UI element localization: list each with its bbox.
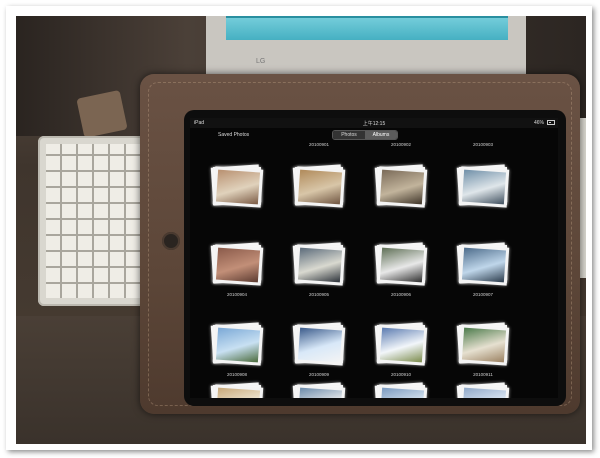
thumbnail-image: [461, 247, 507, 283]
album-date-label: 20100910: [390, 372, 412, 377]
thumbnail-image: [297, 327, 343, 363]
album-stack[interactable]: [208, 242, 266, 288]
monitor-taskbar: [226, 16, 508, 18]
photo-thumbnail: [376, 244, 428, 286]
thumbnail-image: [379, 387, 425, 398]
photo-thumbnail: [212, 166, 264, 208]
tab-photos[interactable]: Photos: [333, 131, 365, 139]
album-date-label: 20100904: [226, 292, 248, 297]
monitor: LG: [206, 16, 526, 80]
album-stack[interactable]: [454, 242, 512, 288]
album-stack[interactable]: [372, 164, 430, 210]
thumbnail-image: [215, 387, 261, 398]
photo-thumbnail: [458, 166, 510, 208]
album-date-label: 20100909: [308, 372, 330, 377]
album-stack[interactable]: [290, 242, 348, 288]
album-date-label: 20100902: [390, 142, 412, 147]
album-stack[interactable]: [372, 322, 430, 368]
thumbnail-image: [461, 327, 507, 363]
thumbnail-image: [379, 169, 425, 205]
photo-thumbnail: [212, 244, 264, 286]
photo-thumbnail: [458, 324, 510, 366]
thumbnail-image: [297, 247, 343, 283]
thumbnail-image: [215, 169, 261, 205]
status-bar: iPad 上午12:15 46%: [190, 118, 558, 128]
photo-thumbnail: [376, 324, 428, 366]
album-stack[interactable]: [372, 382, 430, 398]
album-date-label: 20100908: [226, 372, 248, 377]
thumbnail-image: [379, 327, 425, 363]
nav-bar: Saved Photos Photos Albums: [190, 128, 558, 140]
status-time: 上午12:15: [362, 121, 386, 127]
photo-thumbnail: [376, 166, 428, 208]
album-stack[interactable]: [454, 164, 512, 210]
album-date-label: 20100905: [308, 292, 330, 297]
monitor-screen: [226, 16, 508, 40]
tab-albums[interactable]: Albums: [365, 131, 397, 139]
thumbnail-image: [297, 169, 343, 205]
album-stack[interactable]: [208, 322, 266, 368]
thumbnail-image: [461, 169, 507, 205]
photo-thumbnail: [294, 384, 346, 398]
photo-thumbnail: [458, 384, 510, 398]
ipad-screen: iPad 上午12:15 46% Saved Photos Photos Alb…: [190, 118, 558, 398]
album-date-label: 20100907: [472, 292, 494, 297]
album-stack[interactable]: [208, 164, 266, 210]
album-stack[interactable]: [290, 322, 348, 368]
photo-thumbnail: [376, 384, 428, 398]
album-stack[interactable]: [454, 322, 512, 368]
photo-thumbnail: [294, 324, 346, 366]
album-stack[interactable]: [454, 382, 512, 398]
thumbnail-image: [461, 387, 507, 398]
thumbnail-image: [215, 327, 261, 363]
album-stack[interactable]: [290, 382, 348, 398]
ipad-case: iPad 上午12:15 46% Saved Photos Photos Alb…: [140, 74, 580, 414]
photo-thumbnail: [212, 324, 264, 366]
photo-thumbnail: [294, 166, 346, 208]
photos-albums-switch: Photos Albums: [332, 130, 398, 140]
album-date-label: 20100911: [473, 372, 493, 377]
photo: LG iPad 上午12:15 46% Saved Photos Photos …: [16, 16, 586, 444]
device-name: iPad: [194, 120, 205, 126]
battery-icon: [547, 120, 555, 125]
thumbnail-image: [379, 247, 425, 283]
album-stack[interactable]: [208, 382, 266, 398]
album-stack[interactable]: [372, 242, 430, 288]
album-date-label: 20100903: [472, 142, 494, 147]
battery-percent: 46%: [533, 120, 544, 126]
thumbnail-image: [297, 387, 343, 398]
thumbnail-image: [215, 247, 261, 283]
album-stack[interactable]: [290, 164, 348, 210]
saved-photos-label[interactable]: Saved Photos: [218, 132, 250, 138]
album-date-label: 20100906: [390, 292, 412, 297]
photo-thumbnail: [458, 244, 510, 286]
home-button[interactable]: [162, 232, 180, 250]
monitor-logo: LG: [256, 58, 266, 65]
album-date-label: 20100901: [308, 142, 330, 147]
photo-thumbnail: [212, 384, 264, 398]
photo-thumbnail: [294, 244, 346, 286]
